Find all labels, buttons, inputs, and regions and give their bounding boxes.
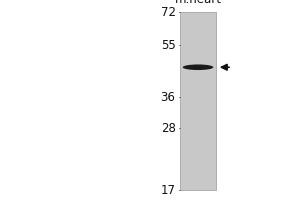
Text: 17: 17: [160, 184, 175, 196]
Text: 28: 28: [160, 122, 175, 135]
Text: 55: 55: [161, 39, 176, 52]
Bar: [180, 12, 216, 190]
Text: 36: 36: [160, 91, 175, 104]
Text: 72: 72: [160, 5, 175, 19]
Text: m.heart: m.heart: [175, 0, 221, 6]
Ellipse shape: [183, 64, 213, 70]
